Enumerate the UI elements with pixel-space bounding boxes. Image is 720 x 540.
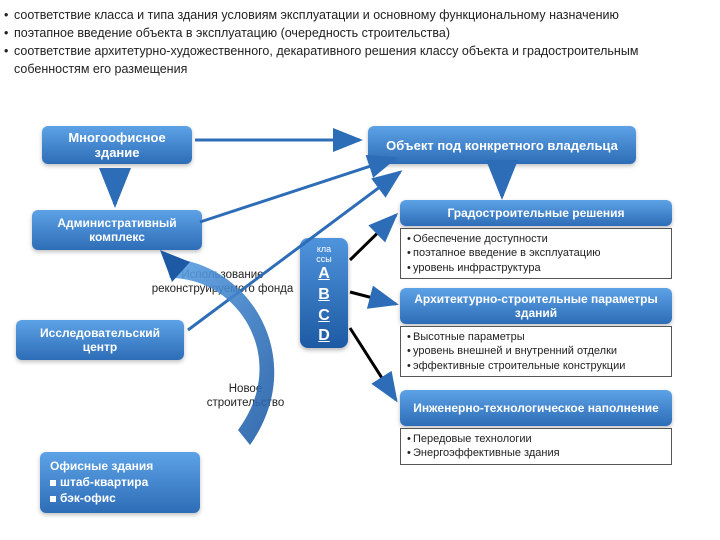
arrows-overlay: [0, 0, 720, 540]
